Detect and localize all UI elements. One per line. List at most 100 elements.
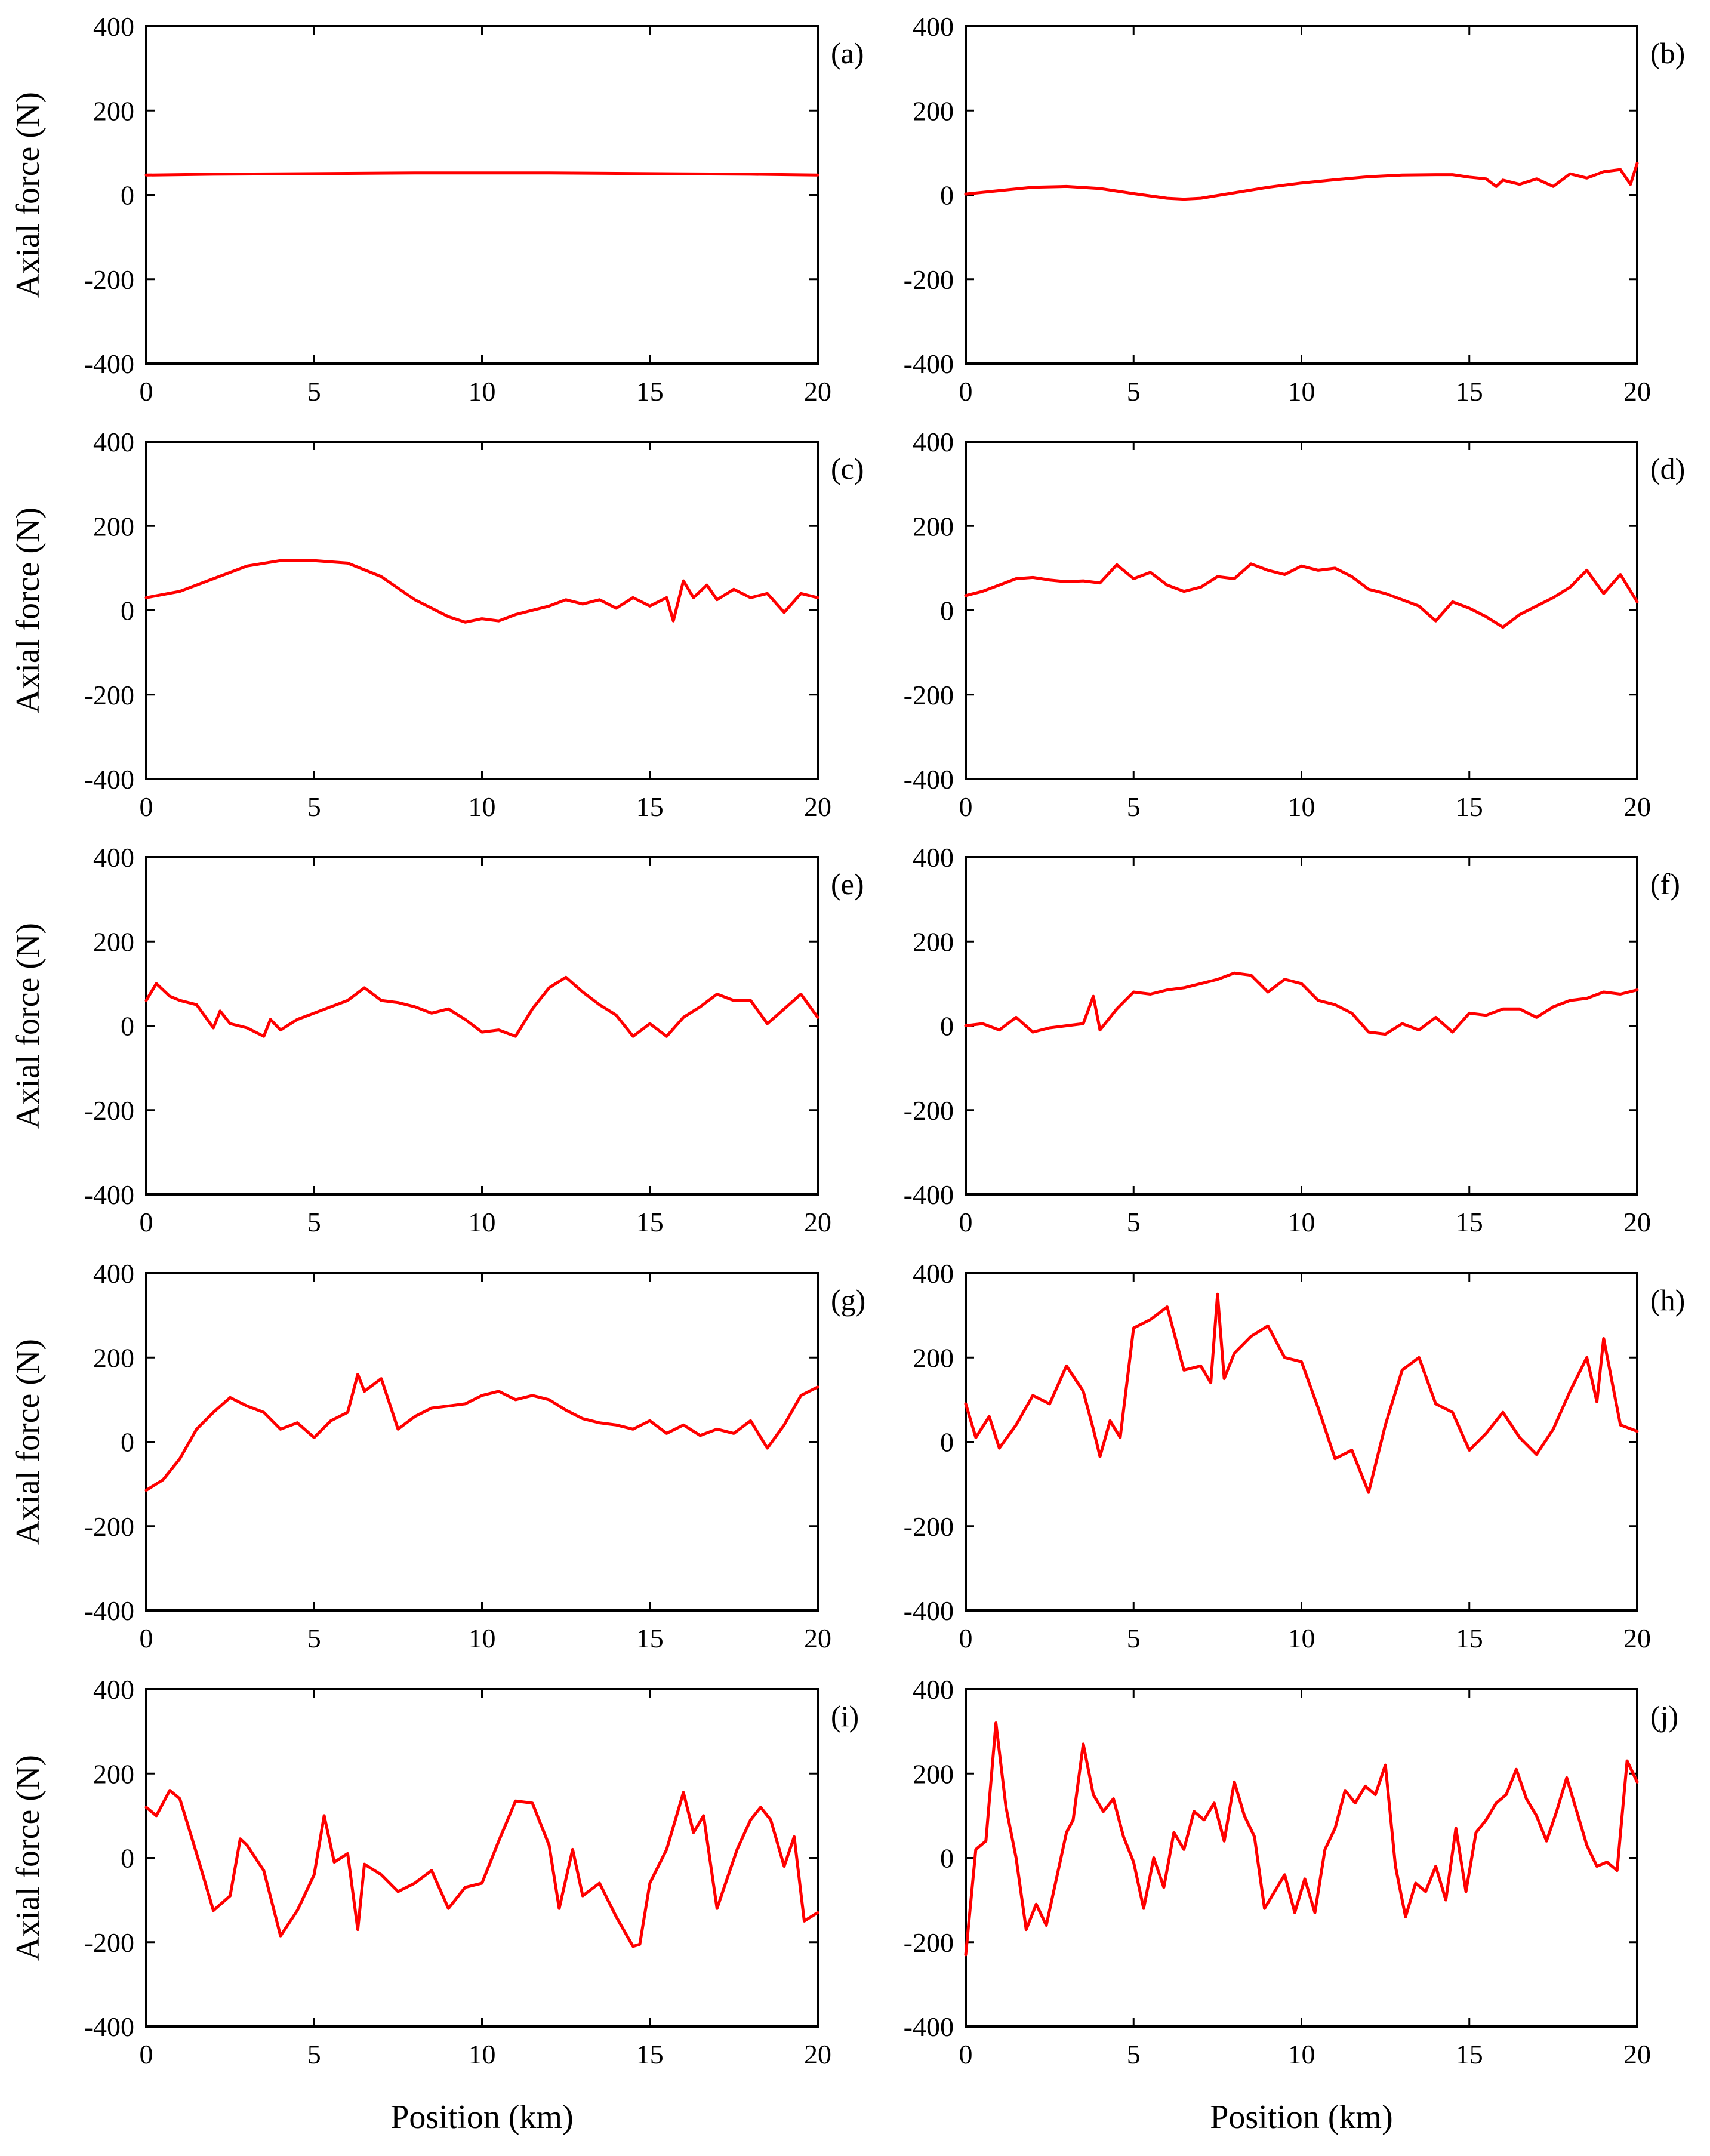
y-tick-label: 400 [913,1258,954,1289]
y-tick-label: -200 [904,1511,954,1542]
y-tick-label: -400 [84,764,134,794]
x-tick-label: 10 [1288,1207,1315,1237]
x-tick-label: 15 [1456,1207,1483,1237]
series-line [144,1373,819,1492]
x-tick-label: 20 [1623,376,1651,406]
x-tick-label: 10 [1288,791,1315,822]
plot-frame [965,441,1638,780]
x-tick-label: 5 [1127,791,1141,822]
x-tick-label: 5 [307,1623,321,1653]
y-tick-label: 0 [121,1427,134,1458]
y-tick-label: 400 [93,1674,134,1705]
panel-label: (h) [1650,1283,1685,1317]
y-tick-label: -200 [904,264,954,295]
x-tick-label: 15 [636,376,664,406]
y-tick-label: 400 [913,1674,954,1705]
y-tick-label: 0 [940,180,954,211]
series-line [964,971,1639,1036]
y-tick-label: 0 [121,180,134,211]
y-tick-label: -400 [904,764,954,794]
y-tick-label: 0 [940,596,954,626]
y-tick-label: 0 [940,1011,954,1042]
y-tick-label: 200 [93,96,134,126]
plot-frame [965,1272,1638,1612]
y-tick-label: -200 [904,1095,954,1126]
y-tick-label: 400 [913,427,954,457]
x-tick-label: 10 [1288,2039,1315,2069]
x-tick-label: 0 [140,791,153,822]
y-tick-label: 0 [940,1843,954,1874]
y-tick-label: 400 [93,11,134,42]
x-tick-label: 15 [1456,1623,1483,1653]
x-axis-title: Position (km) [1210,2099,1392,2136]
y-tick-label: -400 [84,1596,134,1626]
x-tick-label: 15 [1456,791,1483,822]
y-tick-label: 200 [93,1758,134,1789]
x-tick-label: 5 [307,2039,321,2069]
y-tick-label: -200 [84,264,134,295]
y-tick-label: 200 [93,1342,134,1373]
panel-j: 0 5 10 15 20 -400 -200 0 200 400 Position (km) (j) [904,1674,1679,2136]
x-tick-label: 20 [804,1623,831,1653]
y-tick-label: -200 [904,1927,954,1958]
y-tick-label: -400 [904,1596,954,1626]
x-tick-label: 15 [636,1623,664,1653]
x-tick-label: 0 [140,1623,153,1653]
x-tick-label: 5 [1127,1623,1141,1653]
y-tick-label: -400 [904,1179,954,1210]
x-tick-label: 20 [1623,1207,1651,1237]
plot-frame [145,25,819,365]
y-tick-label: 200 [913,1342,954,1373]
y-tick-label: -200 [84,1095,134,1126]
plot-frame [145,856,819,1196]
x-tick-label: 5 [1127,1207,1141,1237]
x-tick-label: 0 [140,1207,153,1237]
y-tick-label: 0 [121,1011,134,1042]
panel-label: (c) [831,452,864,485]
x-tick-label: 20 [1623,791,1651,822]
panel-label: (j) [1650,1699,1678,1733]
x-tick-label: 20 [1623,1623,1651,1653]
panel-label: (f) [1650,867,1680,901]
y-tick-label: 400 [913,11,954,42]
x-tick-label: 5 [307,376,321,406]
x-tick-label: 0 [959,1207,973,1237]
series-line [964,1292,1639,1494]
y-tick-label: 0 [121,1843,134,1874]
series-line [144,975,819,1038]
y-tick-label: 200 [93,926,134,957]
series-line [964,1721,1639,1957]
x-tick-label: 20 [1623,2039,1651,2069]
x-tick-label: 5 [1127,376,1141,406]
panel-label: (a) [831,36,864,70]
y-tick-label: 0 [940,1427,954,1458]
y-tick-label: 400 [913,842,954,873]
series-line [144,1789,819,1948]
x-tick-label: 10 [469,1623,496,1653]
series-line [144,171,819,177]
x-tick-label: 20 [804,1207,831,1237]
y-tick-label: 200 [913,96,954,126]
y-tick-label: -200 [84,1511,134,1542]
y-tick-label: -200 [84,1927,134,1958]
x-tick-label: 15 [636,791,664,822]
x-tick-label: 20 [804,791,831,822]
panel-c: 0 5 10 15 20 -400 -200 0 200 400 Axial force (N) (c… [10,427,864,822]
y-tick-label: -200 [84,680,134,710]
y-tick-label: 400 [93,842,134,873]
panel-e: 0 5 10 15 20 -400 -200 0 200 400 Axial force (N) (e… [10,842,864,1237]
series-line [964,162,1639,201]
y-tick-label: -400 [84,349,134,379]
y-tick-label: 200 [913,1758,954,1789]
y-tick-label: 400 [93,427,134,457]
y-tick-label: -400 [904,349,954,379]
x-tick-label: 15 [636,1207,664,1237]
y-axis-title: Axial force (N) [10,1755,47,1961]
x-tick-label: 5 [307,791,321,822]
panel-a: 0 5 10 15 20 -400 -200 0 200 400 Axial force (N) (a… [10,11,864,406]
panel-d: 0 5 10 15 20 -400 -200 0 200 400 (d) [904,427,1686,822]
plot-frame [965,1688,1638,2028]
x-tick-label: 15 [1456,2039,1483,2069]
y-tick-label: 0 [121,596,134,626]
